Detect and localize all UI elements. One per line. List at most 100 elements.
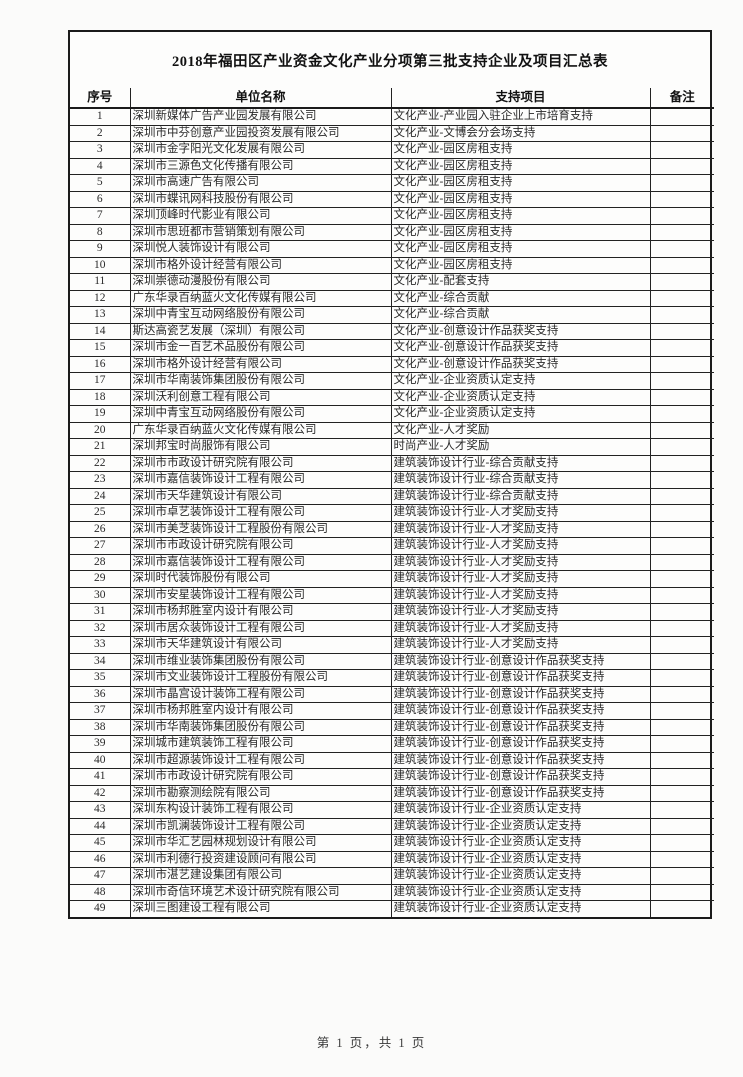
table-row: 39 深圳城市建筑装饰工程有限公司 建筑装饰设计行业-创意设计作品获奖支持 bbox=[70, 735, 714, 753]
table-row: 19 深圳中青宝互动网络股份有限公司 文化产业-企业资质认定支持 bbox=[70, 405, 714, 423]
header-project: 支持项目 bbox=[390, 88, 651, 109]
cell-company: 深圳悦人装饰设计有限公司 bbox=[129, 240, 392, 258]
table-row: 30 深圳市安星装饰设计工程有限公司 建筑装饰设计行业-人才奖励支持 bbox=[70, 586, 714, 604]
cell-project: 建筑装饰设计行业-人才奖励支持 bbox=[390, 570, 651, 588]
cell-no: 29 bbox=[70, 570, 131, 588]
cell-no: 4 bbox=[70, 157, 131, 175]
cell-company: 深圳市利德行投资建设顾问有限公司 bbox=[129, 850, 392, 868]
cell-company: 深圳中青宝互动网络股份有限公司 bbox=[129, 405, 392, 423]
cell-remark bbox=[649, 174, 714, 192]
cell-project: 建筑装饰设计行业-人才奖励支持 bbox=[390, 636, 651, 654]
cell-project: 建筑装饰设计行业-企业资质认定支持 bbox=[390, 834, 651, 852]
table-row: 4 深圳市三源色文化传播有限公司 文化产业-园区房租支持 bbox=[70, 157, 714, 175]
table-row: 8 深圳市思班都市营销策划有限公司 文化产业-园区房租支持 bbox=[70, 223, 714, 241]
cell-project: 文化产业-园区房租支持 bbox=[390, 141, 651, 159]
cell-no: 17 bbox=[70, 372, 131, 390]
cell-project: 文化产业-园区房租支持 bbox=[390, 223, 651, 241]
cell-remark bbox=[649, 652, 714, 670]
cell-remark bbox=[649, 751, 714, 769]
cell-remark bbox=[649, 190, 714, 208]
cell-no: 25 bbox=[70, 504, 131, 522]
cell-remark bbox=[649, 520, 714, 538]
cell-no: 21 bbox=[70, 438, 131, 456]
cell-no: 40 bbox=[70, 751, 131, 769]
cell-remark bbox=[649, 784, 714, 802]
cell-remark bbox=[649, 900, 714, 917]
cell-remark bbox=[649, 801, 714, 819]
cell-project: 时尚产业-人才奖励 bbox=[390, 438, 651, 456]
table-row: 16 深圳市格外设计经营有限公司 文化产业-创意设计作品获奖支持 bbox=[70, 355, 714, 373]
cell-no: 14 bbox=[70, 322, 131, 340]
table-row: 31 深圳市杨邦胜室内设计有限公司 建筑装饰设计行业-人才奖励支持 bbox=[70, 603, 714, 621]
cell-no: 28 bbox=[70, 553, 131, 571]
cell-project: 文化产业-综合贡献 bbox=[390, 306, 651, 324]
table-row: 41 深圳市市政设计研究院有限公司 建筑装饰设计行业-创意设计作品获奖支持 bbox=[70, 768, 714, 786]
cell-no: 7 bbox=[70, 207, 131, 225]
cell-company: 深圳市杨邦胜室内设计有限公司 bbox=[129, 702, 392, 720]
page-title: 2018年福田区产业资金文化产业分项第三批支持企业及项目汇总表 bbox=[172, 53, 608, 70]
cell-project: 建筑装饰设计行业-企业资质认定支持 bbox=[390, 817, 651, 835]
cell-company: 深圳市中芬创意产业园投资发展有限公司 bbox=[129, 124, 392, 142]
cell-remark bbox=[649, 685, 714, 703]
cell-company: 深圳市美芝装饰设计工程股份有限公司 bbox=[129, 520, 392, 538]
cell-no: 45 bbox=[70, 834, 131, 852]
table-row: 23 深圳市嘉信装饰设计工程有限公司 建筑装饰设计行业-综合贡献支持 bbox=[70, 471, 714, 489]
cell-remark bbox=[649, 438, 714, 456]
table-row: 20 广东华录百纳蓝火文化传媒有限公司 文化产业-人才奖励 bbox=[70, 421, 714, 439]
cell-company: 深圳市华南装饰集团股份有限公司 bbox=[129, 372, 392, 390]
cell-no: 30 bbox=[70, 586, 131, 604]
cell-project: 文化产业-园区房租支持 bbox=[390, 174, 651, 192]
cell-no: 36 bbox=[70, 685, 131, 703]
cell-project: 建筑装饰设计行业-人才奖励支持 bbox=[390, 619, 651, 637]
cell-company: 深圳市卓艺装饰设计工程有限公司 bbox=[129, 504, 392, 522]
cell-company: 深圳市嘉信装饰设计工程有限公司 bbox=[129, 471, 392, 489]
cell-company: 深圳沃利创意工程有限公司 bbox=[129, 388, 392, 406]
cell-company: 深圳市市政设计研究院有限公司 bbox=[129, 537, 392, 555]
table-row: 9 深圳悦人装饰设计有限公司 文化产业-园区房租支持 bbox=[70, 240, 714, 258]
cell-no: 22 bbox=[70, 454, 131, 472]
table-row: 34 深圳市维业装饰集团股份有限公司 建筑装饰设计行业-创意设计作品获奖支持 bbox=[70, 652, 714, 670]
table-row: 40 深圳市超源装饰设计工程有限公司 建筑装饰设计行业-创意设计作品获奖支持 bbox=[70, 751, 714, 769]
cell-no: 44 bbox=[70, 817, 131, 835]
cell-company: 深圳市超源装饰设计工程有限公司 bbox=[129, 751, 392, 769]
cell-remark bbox=[649, 570, 714, 588]
table-row: 2 深圳市中芬创意产业园投资发展有限公司 文化产业-文博会分会场支持 bbox=[70, 124, 714, 142]
cell-project: 建筑装饰设计行业-创意设计作品获奖支持 bbox=[390, 702, 651, 720]
table-row: 35 深圳市文业装饰设计工程股份有限公司 建筑装饰设计行业-创意设计作品获奖支持 bbox=[70, 669, 714, 687]
cell-no: 5 bbox=[70, 174, 131, 192]
cell-remark bbox=[649, 372, 714, 390]
cell-company: 深圳市文业装饰设计工程股份有限公司 bbox=[129, 669, 392, 687]
table-row: 43 深圳东构设计装饰工程有限公司 建筑装饰设计行业-企业资质认定支持 bbox=[70, 801, 714, 819]
cell-project: 文化产业-园区房租支持 bbox=[390, 256, 651, 274]
cell-project: 建筑装饰设计行业-创意设计作品获奖支持 bbox=[390, 685, 651, 703]
cell-no: 49 bbox=[70, 900, 131, 917]
header-company: 单位名称 bbox=[129, 88, 392, 109]
cell-no: 34 bbox=[70, 652, 131, 670]
cell-company: 深圳市晶宫设计装饰工程有限公司 bbox=[129, 685, 392, 703]
table-row: 44 深圳市凯澜装饰设计工程有限公司 建筑装饰设计行业-企业资质认定支持 bbox=[70, 817, 714, 835]
table-row: 17 深圳市华南装饰集团股份有限公司 文化产业-企业资质认定支持 bbox=[70, 372, 714, 390]
cell-project: 建筑装饰设计行业-人才奖励支持 bbox=[390, 520, 651, 538]
cell-no: 48 bbox=[70, 883, 131, 901]
cell-remark bbox=[649, 124, 714, 142]
table-row: 28 深圳市嘉信装饰设计工程有限公司 建筑装饰设计行业-人才奖励支持 bbox=[70, 553, 714, 571]
cell-remark bbox=[649, 834, 714, 852]
cell-no: 37 bbox=[70, 702, 131, 720]
page-footer: 第 1 页，共 1 页 bbox=[316, 1036, 427, 1050]
table-row: 26 深圳市美芝装饰设计工程股份有限公司 建筑装饰设计行业-人才奖励支持 bbox=[70, 520, 714, 538]
cell-project: 建筑装饰设计行业-创意设计作品获奖支持 bbox=[390, 652, 651, 670]
cell-project: 建筑装饰设计行业-企业资质认定支持 bbox=[390, 900, 651, 917]
cell-company: 深圳市天华建筑设计有限公司 bbox=[129, 487, 392, 505]
cell-no: 11 bbox=[70, 273, 131, 291]
cell-remark bbox=[649, 537, 714, 555]
cell-company: 深圳市湛艺建设集团有限公司 bbox=[129, 867, 392, 885]
cell-company: 深圳市嘉信装饰设计工程有限公司 bbox=[129, 553, 392, 571]
cell-remark bbox=[649, 883, 714, 901]
cell-no: 31 bbox=[70, 603, 131, 621]
cell-remark bbox=[649, 702, 714, 720]
cell-project: 文化产业-园区房租支持 bbox=[390, 190, 651, 208]
cell-company: 深圳市杨邦胜室内设计有限公司 bbox=[129, 603, 392, 621]
table-row: 13 深圳中青宝互动网络股份有限公司 文化产业-综合贡献 bbox=[70, 306, 714, 324]
table-row: 37 深圳市杨邦胜室内设计有限公司 建筑装饰设计行业-创意设计作品获奖支持 bbox=[70, 702, 714, 720]
cell-project: 建筑装饰设计行业-创意设计作品获奖支持 bbox=[390, 735, 651, 753]
